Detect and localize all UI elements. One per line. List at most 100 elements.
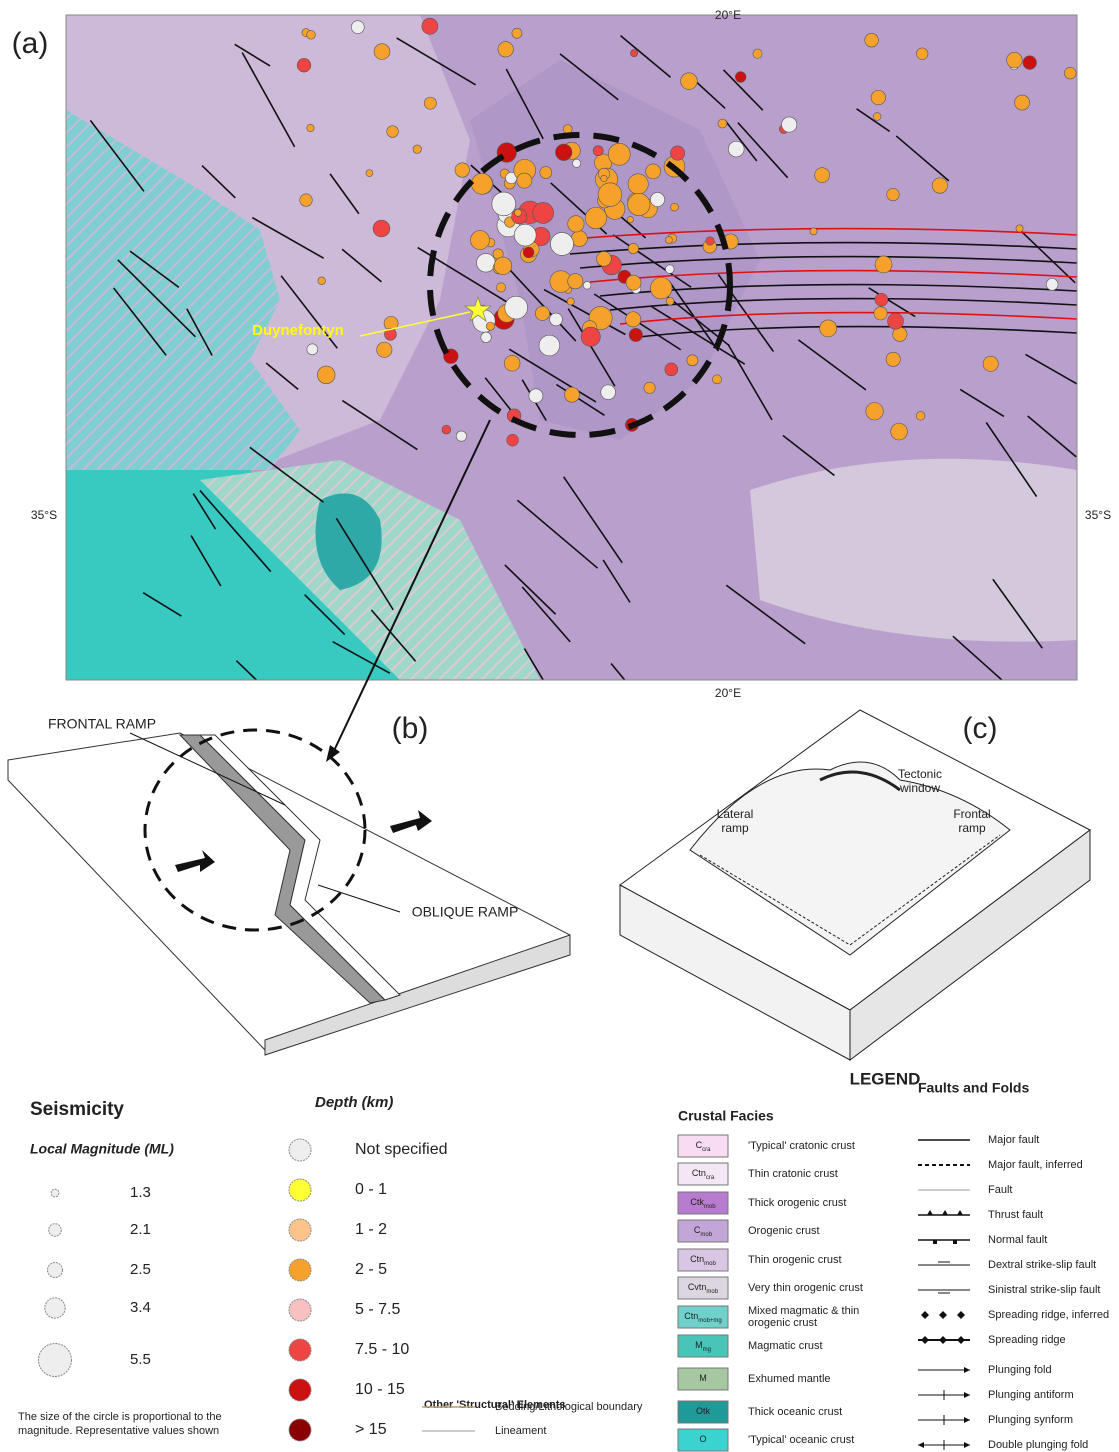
earthquake <box>681 73 698 90</box>
earthquake <box>498 42 513 57</box>
earthquake <box>593 146 603 156</box>
motion-arrow <box>390 810 432 833</box>
facies-label: Exhumed mantle <box>748 1373 831 1385</box>
earthquake <box>563 125 572 134</box>
facies-label: Very thin orogenic crust <box>748 1282 863 1294</box>
earthquake <box>916 48 928 60</box>
earthquake <box>507 434 519 446</box>
fault-symbol <box>964 1417 970 1423</box>
earthquake <box>307 124 314 131</box>
facies-code-sub: mg <box>703 1347 711 1353</box>
map: Duynefontyn <box>66 15 1084 739</box>
facies-code-base: M <box>695 1340 703 1350</box>
lon-label: 20°E <box>715 8 741 22</box>
oblique-ramp-label: OBLIQUE RAMP <box>412 904 519 920</box>
earthquake <box>505 296 528 319</box>
lat-label: 35°S <box>1085 508 1111 522</box>
earthquake <box>300 194 313 207</box>
earthquake <box>873 113 881 121</box>
earthquake <box>555 144 571 160</box>
earthquake <box>517 173 532 188</box>
fault-symbol <box>918 1442 924 1448</box>
earthquake <box>567 298 574 305</box>
fault-symbol <box>933 1240 937 1244</box>
legend: 1.32.12.53.45.5The size of the circle is… <box>18 1134 1109 1451</box>
earthquake <box>628 193 650 215</box>
earthquake <box>1023 56 1037 70</box>
fault-symbol <box>942 1210 948 1215</box>
earthquake <box>455 163 469 177</box>
earthquake <box>671 203 679 211</box>
depth-symbol <box>289 1419 311 1441</box>
lat-label: 35°S <box>31 508 57 522</box>
earthquake <box>687 355 698 366</box>
fault-label: Sinistral strike-slip fault <box>988 1284 1100 1296</box>
earthquake <box>601 175 607 181</box>
depth-title: Depth (km) <box>315 1094 393 1111</box>
panel-label: (b) <box>392 712 429 745</box>
magnitude-title: Local Magnitude (ML) <box>30 1141 174 1157</box>
fault-label: Thrust fault <box>988 1209 1043 1221</box>
earthquake <box>665 363 678 376</box>
earthquake <box>1015 95 1030 110</box>
legend-title: LEGEND <box>850 1069 921 1088</box>
callout-label: ramp <box>958 821 986 835</box>
earthquake <box>413 145 421 153</box>
earthquake <box>442 425 451 434</box>
fault-symbol <box>957 1336 965 1344</box>
earthquake <box>486 322 494 330</box>
earthquake <box>782 117 797 132</box>
fault-symbol <box>927 1210 933 1215</box>
fault-label: Fault <box>988 1184 1012 1196</box>
fault-label: Double plunging fold <box>988 1439 1088 1451</box>
fault-symbol <box>939 1336 947 1344</box>
structural-label: Lineament <box>495 1425 546 1437</box>
earthquake <box>504 355 520 371</box>
fault-symbol <box>921 1311 929 1319</box>
earthquake <box>585 207 607 229</box>
facies-code-base: Otk <box>696 1406 711 1416</box>
earthquake <box>470 231 489 250</box>
earthquake <box>665 236 672 243</box>
earthquake <box>891 423 908 440</box>
earthquake <box>712 375 721 384</box>
earthquake <box>583 281 591 289</box>
magnitude-label: 2.5 <box>130 1261 151 1278</box>
facies-code-sub: mob <box>706 1289 718 1295</box>
earthquake <box>598 183 622 207</box>
depth-symbol <box>289 1139 311 1161</box>
depth-label: 2 - 5 <box>355 1261 387 1278</box>
structural-label: Bedding/Lithological boundary <box>495 1401 643 1413</box>
fault-label: Plunging synform <box>988 1414 1073 1426</box>
panel-b: FRONTAL RAMP OBLIQUE RAMP (b) <box>8 712 570 1055</box>
fault-label: Spreading ridge <box>988 1334 1066 1346</box>
depth-label: 5 - 7.5 <box>355 1301 400 1318</box>
facies-code-base: O <box>699 1434 706 1444</box>
earthquake <box>540 167 552 179</box>
earthquake <box>646 164 661 179</box>
note: magnitude. Representative values shown <box>18 1425 219 1437</box>
earthquake <box>718 119 727 128</box>
fault-label: Spreading ridge, inferred <box>988 1309 1109 1321</box>
depth-symbol <box>289 1259 311 1281</box>
earthquake <box>550 313 563 326</box>
earthquake <box>422 18 438 34</box>
depth-label: > 15 <box>355 1421 387 1438</box>
earthquake <box>471 173 492 194</box>
facies-label: Thin orogenic crust <box>748 1254 842 1266</box>
callout-label: Lateral <box>717 807 754 821</box>
facies-code: Otk <box>696 1406 711 1416</box>
facies-code-base: Cvtn <box>688 1282 707 1292</box>
earthquake <box>629 328 642 341</box>
earthquake <box>601 385 616 400</box>
earthquake <box>456 431 466 441</box>
facies-code-sub: mob <box>700 1232 712 1238</box>
magnitude-symbol <box>48 1263 63 1278</box>
earthquake <box>815 168 830 183</box>
fault-label: Dextral strike-slip fault <box>988 1259 1096 1271</box>
earthquake <box>1007 52 1023 68</box>
callout-label: Tectonic <box>898 767 942 781</box>
magnitude-symbol <box>39 1344 72 1377</box>
facies-code-base: Ctk <box>690 1197 704 1207</box>
earthquake <box>317 366 335 384</box>
